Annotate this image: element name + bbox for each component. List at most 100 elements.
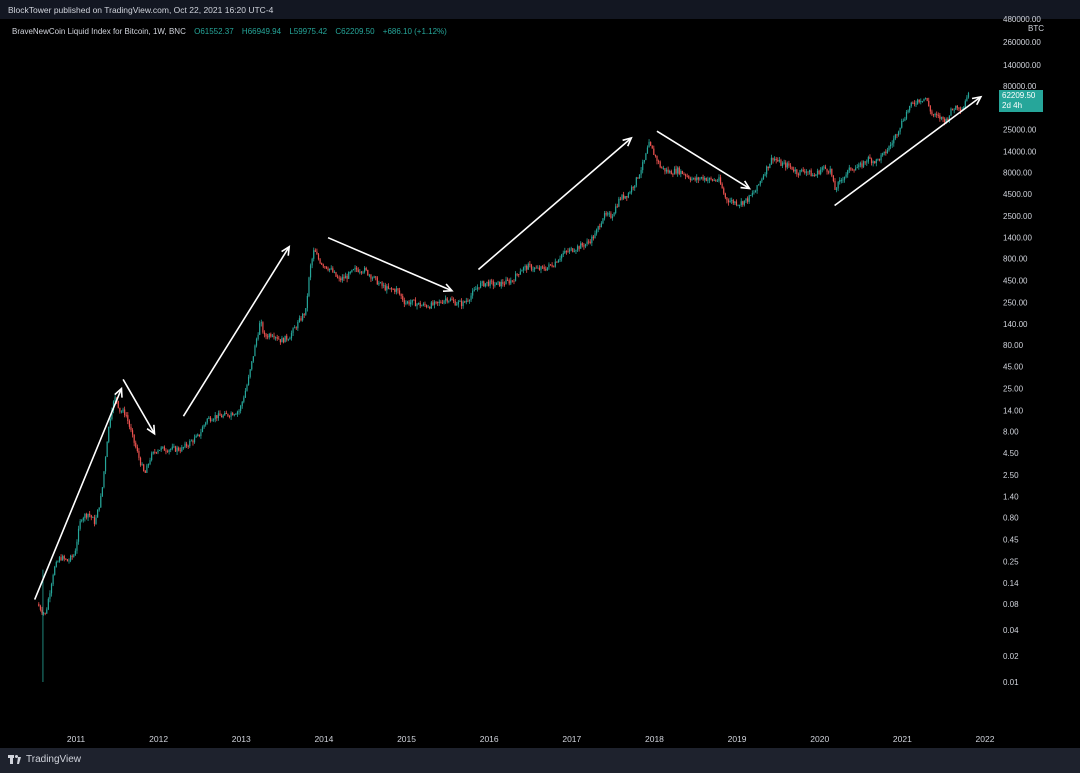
candle-body xyxy=(476,287,479,290)
candle-body xyxy=(50,584,53,594)
candle-body xyxy=(646,147,649,154)
candle-body xyxy=(233,414,235,416)
candle-body xyxy=(379,282,382,284)
candles xyxy=(38,91,970,682)
candle-body xyxy=(909,105,911,111)
candle-body xyxy=(945,118,947,123)
trend-arrow-head xyxy=(146,424,156,436)
candle-body xyxy=(953,109,955,111)
candle-body xyxy=(605,213,607,215)
candle-body xyxy=(492,281,494,286)
candle-body xyxy=(357,269,359,272)
candle-body xyxy=(432,302,434,305)
candle-body xyxy=(769,163,771,169)
candle-body xyxy=(214,415,216,420)
candle-body xyxy=(904,118,906,121)
candle-body xyxy=(530,264,533,270)
candle-body xyxy=(433,301,436,305)
candle-body xyxy=(363,267,366,272)
candle-body xyxy=(403,300,405,304)
candle-body xyxy=(623,194,625,199)
chart-pane[interactable] xyxy=(0,19,1080,748)
candle-body xyxy=(87,513,89,518)
y-tick-label: 0.25 xyxy=(1003,557,1019,566)
candle-body xyxy=(136,447,138,452)
candle-body xyxy=(885,151,887,154)
trend-arrow-line xyxy=(834,96,982,207)
candle-body xyxy=(362,271,364,273)
candle-body xyxy=(627,193,629,198)
candle-body xyxy=(950,108,952,116)
candle-body xyxy=(79,521,81,529)
candle-body xyxy=(750,195,752,197)
candle-body xyxy=(298,318,301,322)
candle-body xyxy=(155,452,158,454)
candle-body xyxy=(756,185,758,191)
candle-body xyxy=(541,266,544,268)
candle-body xyxy=(243,397,245,402)
candle-body xyxy=(824,166,827,169)
candle-body xyxy=(864,161,866,163)
candle-body xyxy=(629,192,631,194)
candle-body xyxy=(694,177,696,181)
candle-body xyxy=(240,406,242,411)
candle-body xyxy=(147,464,150,466)
candle-body xyxy=(241,401,243,407)
candle-body xyxy=(122,409,124,412)
candle-body xyxy=(537,267,539,269)
candle-body xyxy=(559,258,561,261)
candle-body xyxy=(785,162,787,168)
trend-arrow-head xyxy=(281,245,291,256)
candle-body xyxy=(808,170,811,172)
candle-body xyxy=(336,276,339,278)
candle-body xyxy=(352,269,355,271)
candle-body xyxy=(615,206,617,213)
y-tick-label: 8000.00 xyxy=(1003,168,1032,177)
tradingview-logo[interactable]: TradingView xyxy=(8,754,81,765)
candle-body xyxy=(294,327,296,329)
candle-body xyxy=(427,306,429,308)
candle-body xyxy=(49,593,51,599)
candle-body xyxy=(543,267,545,270)
candle-body xyxy=(789,165,792,167)
candle-body xyxy=(591,236,593,243)
candle-body xyxy=(370,274,372,279)
candle-body xyxy=(235,414,237,415)
candle-body xyxy=(791,166,793,170)
close-value: C62209.50 xyxy=(335,27,375,36)
candle-body xyxy=(850,167,852,170)
candle-body xyxy=(732,200,734,204)
candle-body xyxy=(546,267,548,271)
candle-body xyxy=(47,598,49,610)
candle-body xyxy=(564,250,566,254)
candle-body xyxy=(767,166,769,169)
candle-body xyxy=(414,299,417,307)
candle-body xyxy=(739,205,741,206)
candle-body xyxy=(608,213,610,215)
y-tick-label: 260000.00 xyxy=(1003,38,1041,47)
candle-body xyxy=(640,170,642,175)
x-tick-label: 2021 xyxy=(893,734,912,744)
candle-body xyxy=(171,446,173,450)
candle-body xyxy=(712,179,714,181)
candle-body xyxy=(244,390,247,398)
candle-body xyxy=(862,161,865,167)
candle-body xyxy=(464,301,466,303)
candle-body xyxy=(413,299,415,301)
candle-body xyxy=(84,513,86,519)
candle-body xyxy=(823,166,825,168)
candle-body xyxy=(330,268,332,270)
candle-body xyxy=(395,288,397,292)
candle-body xyxy=(621,194,623,200)
candle-body xyxy=(225,412,227,414)
candle-body xyxy=(801,169,803,171)
trend-arrow-line xyxy=(477,137,632,271)
candle-body xyxy=(576,246,579,251)
candle-body xyxy=(278,338,280,340)
candle-body xyxy=(52,575,54,585)
candle-body xyxy=(735,201,738,206)
candle-body xyxy=(939,115,941,119)
bar-countdown: 2d 4h xyxy=(1002,101,1023,110)
candle-body xyxy=(260,322,262,324)
